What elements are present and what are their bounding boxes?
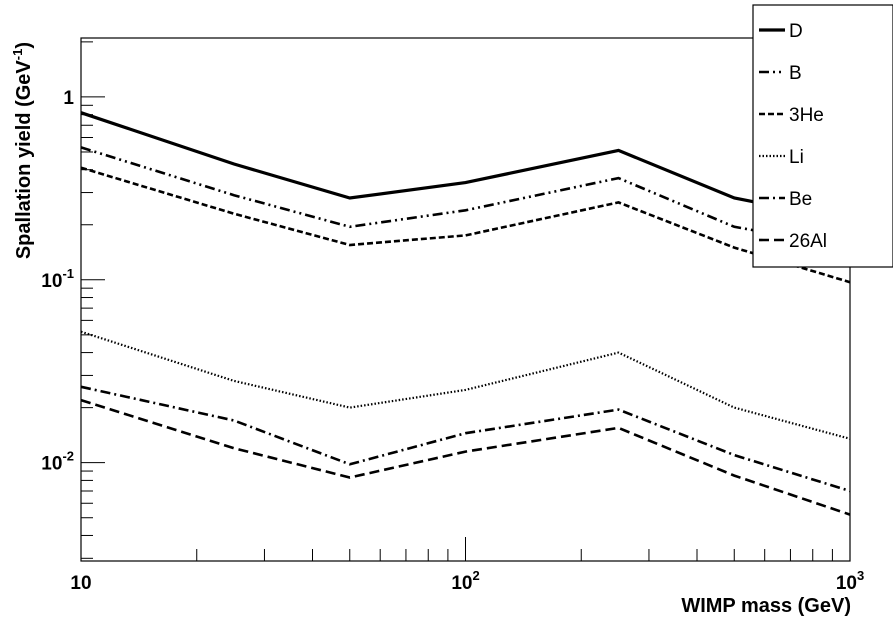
series-line-b xyxy=(80,146,851,249)
legend-label-26al: 26Al xyxy=(789,231,827,252)
y-axis-title-close: ) xyxy=(13,42,35,49)
major-ticks xyxy=(80,96,851,561)
x-axis-title: WIMP mass (GeV) xyxy=(681,595,851,617)
series-line-26al xyxy=(80,398,851,516)
x-tick-label: 103 xyxy=(836,568,864,594)
y-tick-label: 10-1 xyxy=(41,266,74,292)
x-tick-label: 10 xyxy=(70,573,91,594)
series-layer xyxy=(80,111,851,516)
legend-label-li: Li xyxy=(789,147,804,168)
series-line-3he xyxy=(80,166,851,284)
y-axis-title-main: Spallation yield (GeV xyxy=(13,60,35,260)
series-line-d xyxy=(80,111,851,223)
x-tick-label: 102 xyxy=(451,568,479,594)
y-axis-title-sup: -1 xyxy=(10,49,25,61)
y-tick-label: 1 xyxy=(63,88,74,109)
legend: DB 3He Li Be 26Al xyxy=(752,4,893,268)
tick-labels: 10 102 103 1 10-1 10-2 xyxy=(41,88,864,594)
legend-label-3he: 3He xyxy=(789,105,824,126)
legend-label-b: B xyxy=(789,63,802,84)
legend-label-be: Be xyxy=(789,189,812,210)
legend-box xyxy=(752,4,893,268)
y-tick-label: 10-2 xyxy=(41,449,74,475)
plot-frame xyxy=(80,37,851,562)
series-line-be xyxy=(80,385,851,493)
series-line-li xyxy=(80,330,851,440)
legend-label-d: D xyxy=(789,21,803,42)
y-axis-title: Spallation yield (GeV-1) xyxy=(10,42,35,259)
